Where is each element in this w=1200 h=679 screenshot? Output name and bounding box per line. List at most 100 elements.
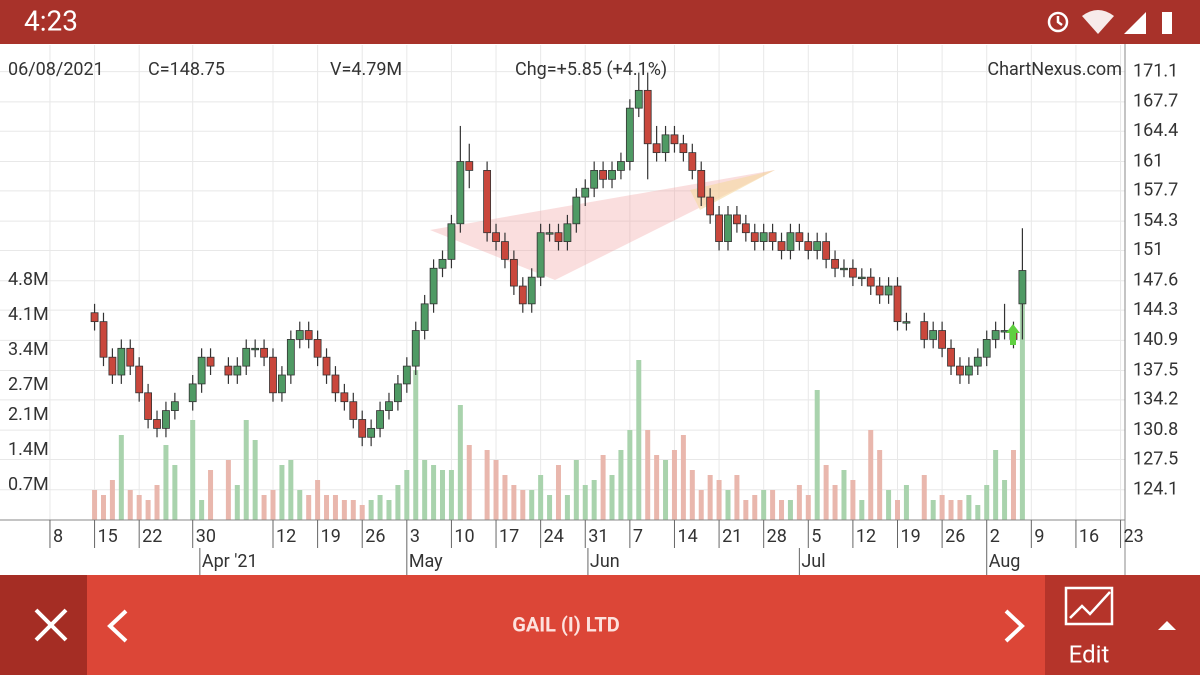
candle-body [750,232,759,242]
volume-bar [368,500,374,520]
candle-body [170,401,179,411]
grid [0,45,1125,520]
price-tick-label: 130.8 [1133,419,1178,440]
candle-body [367,427,376,438]
volume-bar [868,430,874,520]
price-tick-label: 140.9 [1133,329,1178,350]
candle-body [233,365,242,376]
volume-bar [948,500,954,520]
candle-body [465,161,474,171]
candle-body [527,276,536,305]
expand-button[interactable] [1158,621,1176,630]
candle-body [768,232,777,242]
volume-bar [100,495,106,520]
price-tick-label: 127.5 [1133,448,1178,469]
info-source: ChartNexus.com [987,59,1122,80]
candle-body [991,330,1000,340]
price-tick-label: 171.1 [1133,60,1178,81]
volume-bar [698,490,704,520]
candle-body [144,392,152,420]
candle-body [715,214,723,242]
volume-bar [520,490,526,520]
candle-body [90,312,99,323]
volume-bar [306,495,312,520]
price-tick-label: 124.1 [1133,479,1178,500]
candle-body [492,232,500,242]
candle-body [938,330,947,349]
volume-bar [341,500,347,520]
candle-body [269,356,277,394]
volume-bar [270,490,276,520]
price-tick-label: 157.7 [1133,180,1178,201]
next-button[interactable] [1004,609,1025,643]
volume-tick-label: 3.4M [8,339,49,360]
volume-bar [377,495,383,520]
candle-body [884,285,893,296]
edit-button[interactable]: Edit [1064,586,1114,668]
candle-body [197,356,206,385]
month-tick-label: Apr '21 [202,551,258,572]
volume-bar [413,370,419,520]
candle-body [393,383,402,403]
candle-body [652,143,661,154]
volume-bar [993,450,999,520]
volume-bar [832,485,838,520]
volume-bar [770,490,776,520]
candle-body [581,187,590,198]
candle-body [456,161,465,225]
candle-body [706,196,715,216]
date-tick-label: 31 [588,526,608,547]
price-tick-label: 167.7 [1133,91,1178,112]
candle-body [697,170,706,198]
candle-body [278,374,286,394]
volume-bar [618,450,624,520]
price-tick-label: 144.3 [1133,299,1178,320]
volume-tick-label: 2.1M [8,404,49,425]
volume-bar [484,450,490,520]
volume-bar [332,495,338,520]
candle-body [590,170,599,189]
volume-bar [234,485,240,520]
candle-body [777,241,786,251]
info-volume: V=4.79M [330,59,402,80]
volume-bar [752,495,758,520]
volume-bar [252,440,258,520]
volume-bar [422,460,428,520]
candle-body [608,170,616,180]
volume-bar [324,495,330,520]
status-time: 4:23 [24,4,78,37]
date-tick-label: 21 [722,526,742,547]
date-tick-label: 19 [901,526,921,547]
labels: 171.1167.7164.4161157.7154.3151147.6144.… [8,60,1178,575]
volume-bar [895,500,901,520]
candle-body [929,330,938,340]
candle-body [322,356,331,376]
price-tick-label: 154.3 [1133,210,1178,231]
month-tick-label: Jun [590,551,620,572]
volume-bar [707,475,713,520]
volume-tick-label: 0.7M [8,474,49,495]
candle-body [688,152,697,171]
close-button[interactable] [0,575,87,675]
volume-bar [582,485,588,520]
candle-body [501,241,509,260]
candle-body [251,347,260,351]
volume-bar [511,485,517,520]
volume-bar [199,500,205,520]
candle-body [153,419,161,429]
volume-bar [939,495,945,520]
info-date: 06/08/2021 [8,59,104,80]
candle-body [1018,270,1027,305]
price-tick-label: 134.2 [1133,389,1178,410]
candle-body [902,321,911,324]
candle-body [385,401,393,411]
prev-button[interactable] [107,609,128,643]
status-bar [0,0,1200,44]
candle-body [563,223,572,242]
price-tick-label: 137.5 [1133,359,1178,380]
date-tick-label: 30 [196,526,216,547]
candle-body [866,276,875,287]
volume-bar [814,390,820,520]
date-tick-label: 26 [945,526,965,547]
candle-body [349,401,358,420]
